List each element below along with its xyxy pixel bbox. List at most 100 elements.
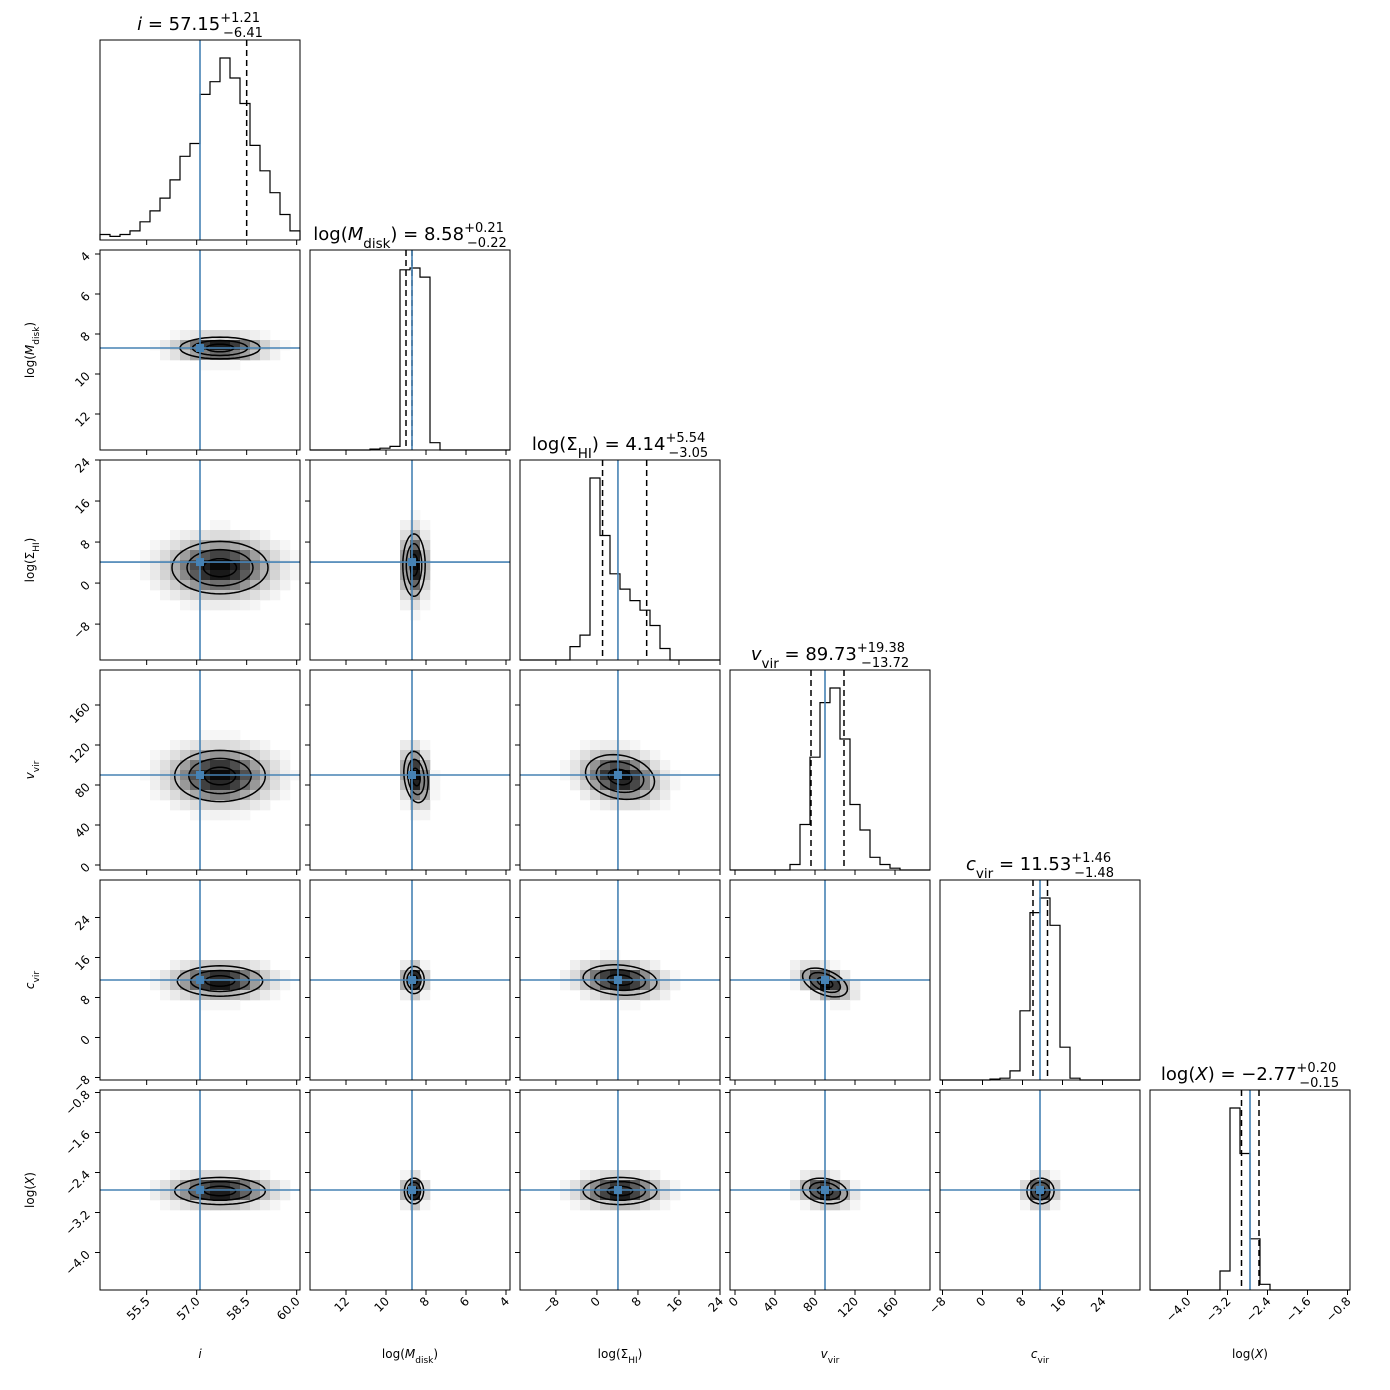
density-cell <box>590 740 601 751</box>
contour-1 <box>1030 1181 1051 1201</box>
title-log_x-close: ) <box>1208 1064 1215 1085</box>
density-cell <box>1030 1200 1041 1211</box>
density-cell <box>170 980 181 991</box>
density-cell <box>160 1200 171 1211</box>
density-cell <box>600 950 611 961</box>
density-cell <box>180 990 191 1001</box>
density-cell <box>420 600 431 611</box>
panel-5-3: 0 40 80 120 160 <box>725 1089 931 1320</box>
density-cell <box>610 950 621 961</box>
density-cell <box>250 790 261 801</box>
density-cell <box>610 790 621 801</box>
density-log_mdisk-log_x <box>400 1170 431 1211</box>
contour-1 <box>406 1181 422 1201</box>
title-plus-i: +1.21 <box>220 11 260 26</box>
density-cell <box>620 1000 631 1011</box>
ylabel-log_sigma_hi-base: log(Σ <box>23 552 37 583</box>
density-cell <box>140 560 151 571</box>
density-cell <box>260 800 271 811</box>
title-log_mdisk-m: M <box>348 224 364 245</box>
density-cell <box>1050 1190 1061 1201</box>
contour-2 <box>173 1176 267 1206</box>
density-cell <box>200 340 211 351</box>
ytick-label: −3.2 <box>62 1208 93 1239</box>
density-cell <box>150 970 161 981</box>
panel-frame <box>99 249 301 451</box>
density-cell <box>570 980 581 991</box>
density-cell <box>260 780 271 791</box>
ylabel-log_x: log(X) <box>23 1172 37 1208</box>
density-cell <box>1030 1180 1041 1191</box>
density-cell <box>260 980 271 991</box>
xtick-label: 16 <box>664 1294 685 1315</box>
panel-2-1 <box>305 459 511 665</box>
contour-2 <box>582 964 658 996</box>
density-cell <box>630 740 641 751</box>
density-cell <box>630 750 641 761</box>
xtick-label: 6 <box>457 1294 472 1309</box>
density-cell <box>260 550 271 561</box>
density-cell <box>420 530 431 541</box>
xtick-label: 55.5 <box>124 1294 153 1323</box>
density-cell <box>560 980 571 991</box>
density-cell <box>400 740 411 751</box>
ytick-label: 160 <box>67 700 93 726</box>
density-cell <box>400 530 411 541</box>
panel-3-2 <box>515 669 721 875</box>
density-cell <box>410 740 421 751</box>
contour-1 <box>593 968 647 992</box>
title-c_vir-base: c <box>966 854 976 875</box>
density-cell <box>190 780 201 791</box>
density-cell <box>210 600 221 611</box>
density-cell <box>410 540 421 551</box>
density-cell <box>280 540 291 551</box>
density-cell <box>170 970 181 981</box>
density-cell <box>250 550 261 561</box>
xtick-label: 10 <box>371 1294 392 1315</box>
contour-2 <box>801 967 849 998</box>
contour-1 <box>189 969 251 993</box>
ylabel-log_mdisk-sub: disk <box>32 326 42 345</box>
density-cell <box>220 780 231 791</box>
density-cell <box>590 750 601 761</box>
density-cell <box>180 1180 191 1191</box>
density-cell <box>280 340 291 351</box>
panel-1-1: log(Mdisk) = 8.58+0.21 −0.22 <box>309 221 511 455</box>
density-cell <box>580 1200 591 1211</box>
density-cell <box>250 980 261 991</box>
density-cell <box>620 1170 631 1181</box>
ylabel-log_mdisk-base: log( <box>23 355 37 378</box>
density-cell <box>240 560 251 571</box>
density-cell <box>410 520 421 531</box>
density-cell <box>190 1200 201 1211</box>
title-plus-log_sigma_hi: +5.54 <box>665 431 705 446</box>
density-cell <box>190 600 201 611</box>
density-cell <box>200 540 211 551</box>
panel-frame <box>729 879 931 1081</box>
density-cell <box>190 800 201 811</box>
density-cell <box>230 980 241 991</box>
density-cell <box>250 990 261 1001</box>
density-cell <box>280 750 291 761</box>
title-log_sigma_hi-base: log(Σ <box>532 434 578 455</box>
density-cell <box>250 1200 261 1211</box>
density-cell <box>810 1200 821 1211</box>
density-cell <box>240 600 251 611</box>
density-cell <box>670 780 681 791</box>
density-cell <box>230 1190 241 1201</box>
xlabel-c_vir-sub: vir <box>1038 1356 1050 1366</box>
density-cell <box>600 800 611 811</box>
density-cell <box>290 570 300 581</box>
contour-0 <box>202 557 238 578</box>
density-cell <box>150 1180 161 1191</box>
density-cell <box>580 790 591 801</box>
density-cell <box>210 970 221 981</box>
panel-5-2: −8 0 8 16 24 <box>515 1089 726 1317</box>
density-cell <box>200 800 211 811</box>
panel-3-0: 0 40 80 120 160 <box>67 669 301 875</box>
density-cell <box>810 960 821 971</box>
density-cell <box>150 790 161 801</box>
truth-point <box>613 771 622 779</box>
density-cell <box>810 1190 821 1201</box>
density-cell <box>830 1190 841 1201</box>
